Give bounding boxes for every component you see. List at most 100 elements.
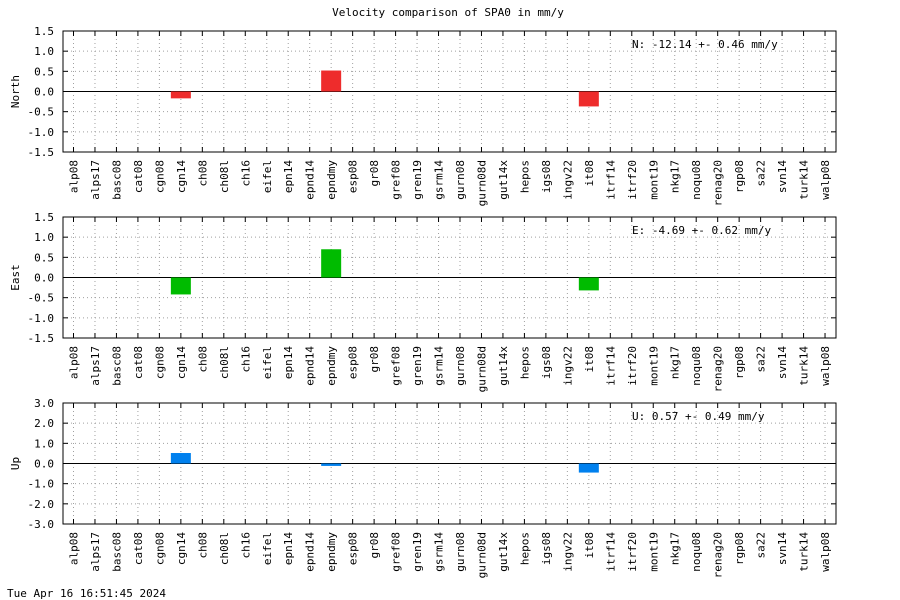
x-tick-label: itrf14 — [604, 346, 617, 386]
x-tick-label: ch08 — [196, 160, 209, 187]
y-tick-label: -2.0 — [28, 498, 55, 511]
x-tick-label: ingv22 — [561, 160, 574, 200]
x-tick-label: nkg17 — [669, 532, 682, 565]
y-tick-label: 0.0 — [34, 458, 54, 471]
x-tick-label: alps17 — [89, 346, 102, 386]
x-tick-label: eifel — [261, 160, 274, 193]
y-tick-label: -3.0 — [28, 518, 55, 531]
x-tick-label: mont19 — [647, 346, 660, 386]
y-tick-label: -1.0 — [28, 126, 55, 139]
x-tick-label: gref08 — [390, 532, 403, 572]
x-tick-label: basc08 — [110, 346, 123, 386]
x-tick-label: cat08 — [132, 532, 145, 565]
x-tick-label: hepos — [518, 532, 531, 565]
bar-cgn14 — [170, 453, 191, 464]
x-tick-label: ingv22 — [561, 346, 574, 386]
x-tick-label: rgp08 — [733, 160, 746, 193]
x-tick-label: gsrm14 — [433, 160, 446, 200]
x-tick-label: svn14 — [776, 160, 789, 193]
x-tick-label: epndmy — [325, 346, 338, 386]
x-tick-label: itrf20 — [626, 160, 639, 200]
y-tick-label: 0.5 — [34, 251, 54, 264]
x-tick-label: cgn08 — [153, 532, 166, 565]
x-tick-label: epnd14 — [304, 532, 317, 572]
x-tick-label: gren19 — [411, 532, 424, 572]
x-tick-label: cat08 — [132, 346, 145, 379]
x-tick-label: basc08 — [110, 532, 123, 572]
x-tick-label: gren19 — [411, 346, 424, 386]
bar-epndmy — [321, 70, 342, 92]
y-tick-label: -1.5 — [28, 332, 55, 345]
x-tick-label: eifel — [261, 346, 274, 379]
x-tick-label: cat08 — [132, 160, 145, 193]
y-tick-label: -1.5 — [28, 146, 55, 159]
x-tick-label: gsrm14 — [433, 532, 446, 572]
x-tick-label: gurn08d — [475, 346, 488, 392]
y-tick-label: 0.0 — [34, 272, 54, 285]
x-tick-label: epnd14 — [304, 346, 317, 386]
y-tick-label: 2.0 — [34, 417, 54, 430]
x-tick-label: esp08 — [347, 346, 360, 379]
x-tick-label: ch16 — [239, 346, 252, 373]
chart-title: Velocity comparison of SPA0 in mm/y — [332, 6, 564, 19]
x-tick-label: gren19 — [411, 160, 424, 200]
x-tick-label: itrf14 — [604, 160, 617, 200]
x-tick-label: basc08 — [110, 160, 123, 200]
x-tick-label: sa22 — [755, 532, 768, 559]
bar-it08 — [578, 463, 599, 473]
x-tick-label: epndmy — [325, 160, 338, 200]
y-tick-label: 1.5 — [34, 25, 54, 38]
panel-east: 1.5 1.0 0.5 0.0 -0.5 -1.0 -1.5 alp08 alps17 basc0… — [9, 211, 837, 392]
x-tick-label: epn14 — [282, 532, 295, 565]
x-tick-label: svn14 — [776, 532, 789, 565]
x-tick-label: cgn08 — [153, 160, 166, 193]
bar-cgn14 — [170, 277, 191, 295]
x-tick-label: rgp08 — [733, 532, 746, 565]
x-tick-label: alp08 — [68, 346, 81, 379]
y-tick-label: -1.0 — [28, 478, 55, 491]
x-tick-label: gut14x — [497, 160, 510, 200]
x-tick-label: noqu08 — [690, 160, 703, 200]
x-tick-label: ch08l — [218, 532, 231, 565]
x-tick-label: ch08 — [196, 532, 209, 559]
x-tick-label: eifel — [261, 532, 274, 565]
y-tick-label: -0.5 — [28, 106, 55, 119]
x-tick-label: rgp08 — [733, 346, 746, 379]
x-tick-label: nkg17 — [669, 160, 682, 193]
bar-cgn14 — [170, 91, 191, 99]
x-tick-label: hepos — [518, 346, 531, 379]
panel-north: 1.5 1.0 0.5 0.0 -0.5 -1.0 -1.5 alp08 alps17 basc0… — [9, 25, 837, 206]
panels-group: 1.5 1.0 0.5 0.0 -0.5 -1.0 -1.5 alp08 alps17 basc0… — [9, 25, 837, 578]
x-tick-label: gref08 — [390, 346, 403, 386]
y-tick-label: 1.0 — [34, 231, 54, 244]
x-tick-label: cgn14 — [175, 532, 188, 565]
x-tick-label: it08 — [583, 532, 596, 559]
x-tick-label: it08 — [583, 346, 596, 373]
x-tick-label: gsrm14 — [433, 346, 446, 386]
x-tick-label: renag20 — [712, 532, 725, 578]
x-tick-label: sa22 — [755, 346, 768, 373]
panel-annotation: U: 0.57 +- 0.49 mm/y — [632, 410, 765, 423]
bar-it08 — [578, 277, 599, 291]
x-tick-label: esp08 — [347, 532, 360, 565]
x-tick-label: ingv22 — [561, 532, 574, 572]
x-tick-label: cgn14 — [175, 160, 188, 193]
x-tick-label: gurn08d — [475, 160, 488, 206]
x-tick-label: ch16 — [239, 532, 252, 559]
x-tick-label: it08 — [583, 160, 596, 187]
x-tick-label: epn14 — [282, 160, 295, 193]
x-tick-label: nkg17 — [669, 346, 682, 379]
x-tick-label: walp08 — [819, 346, 832, 386]
x-tick-label: esp08 — [347, 160, 360, 193]
y-tick-label: 1.0 — [34, 45, 54, 58]
x-tick-label: itrf20 — [626, 532, 639, 572]
y-tick-label: 0.5 — [34, 65, 54, 78]
bar-epndmy — [321, 463, 342, 466]
panel-annotation: N: -12.14 +- 0.46 mm/y — [632, 38, 778, 51]
y-axis-label: East — [9, 264, 22, 291]
y-tick-label: 3.0 — [34, 397, 54, 410]
x-tick-label: sa22 — [755, 160, 768, 187]
x-tick-label: renag20 — [712, 346, 725, 392]
x-tick-label: ch08l — [218, 346, 231, 379]
